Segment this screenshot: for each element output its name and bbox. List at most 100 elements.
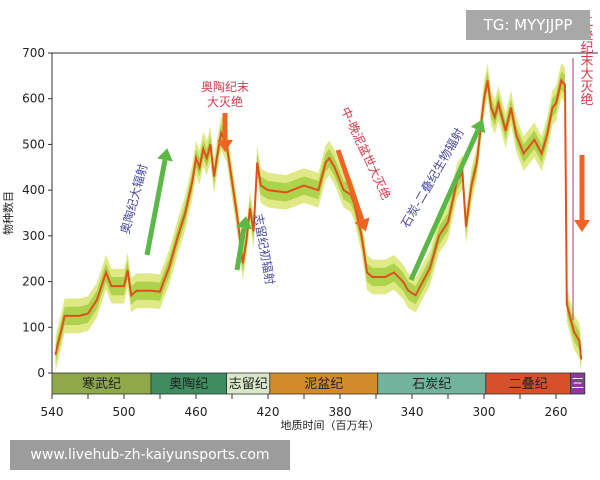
radiation-arrow-icon-head xyxy=(157,148,173,162)
data-point xyxy=(407,290,409,292)
annotation-ordovician-extinction: 奥陶纪末 xyxy=(201,79,249,94)
y-tick-label: 300 xyxy=(22,229,45,243)
period-label: 石炭纪 xyxy=(412,377,451,392)
data-point xyxy=(236,217,238,219)
data-point xyxy=(497,102,499,104)
data-point xyxy=(303,185,305,187)
data-point xyxy=(55,354,57,356)
period-label: 寒武纪 xyxy=(82,376,121,392)
data-point xyxy=(242,262,244,264)
x-tick-label: 260 xyxy=(545,405,568,419)
data-point xyxy=(195,157,197,159)
x-tick-label: 380 xyxy=(329,405,352,419)
data-point xyxy=(505,130,507,132)
data-point xyxy=(366,271,368,273)
period-三 xyxy=(570,372,586,395)
data-point xyxy=(371,276,373,278)
extinction-arrow-icon-head xyxy=(354,217,370,232)
data-point xyxy=(361,235,363,237)
data-point xyxy=(231,180,233,182)
data-point xyxy=(578,340,580,342)
x-tick-label: 540 xyxy=(41,405,64,419)
data-point xyxy=(415,294,417,296)
extinction-arrow-icon-head xyxy=(574,220,590,232)
data-point xyxy=(438,235,440,237)
y-tick-label: 700 xyxy=(22,46,45,60)
period-label: 二叠纪 xyxy=(509,377,548,392)
data-point xyxy=(465,226,467,228)
data-point xyxy=(402,281,404,283)
data-point xyxy=(220,132,222,134)
data-point xyxy=(60,331,62,333)
data-point xyxy=(56,345,58,347)
y-tick-label: 600 xyxy=(22,92,45,106)
data-point xyxy=(110,285,112,287)
data-point xyxy=(206,157,208,159)
radiation-arrow-icon-shaft xyxy=(408,128,481,282)
data-point xyxy=(560,79,562,81)
data-point xyxy=(191,180,193,182)
radiation-arrow-icon-shaft xyxy=(144,159,168,256)
data-point xyxy=(515,134,517,136)
radiation-arrow-icon-head xyxy=(470,119,486,134)
data-point xyxy=(573,331,575,333)
data-point xyxy=(483,98,485,100)
data-point xyxy=(267,189,269,191)
data-point xyxy=(487,79,489,81)
url-banner[interactable]: www.livehub-zh-kaiyunsports.com xyxy=(10,440,290,470)
data-point xyxy=(105,271,107,273)
data-point xyxy=(217,153,219,155)
data-point xyxy=(177,235,179,237)
watermark: TG: MYYJJPP xyxy=(466,10,590,40)
radiation-arrow-icon-head xyxy=(236,216,252,230)
period-label: 志留纪 xyxy=(229,377,268,392)
data-point xyxy=(256,162,258,164)
data-point xyxy=(541,153,543,155)
data-point xyxy=(490,107,492,109)
data-point xyxy=(447,221,449,223)
period-label: 奥陶纪 xyxy=(169,376,208,392)
data-point xyxy=(476,162,478,164)
data-point xyxy=(422,281,424,283)
data-point xyxy=(510,107,512,109)
data-point xyxy=(163,281,165,283)
y-tick-label: 500 xyxy=(22,137,45,151)
data-point xyxy=(168,267,170,269)
data-point xyxy=(566,303,568,305)
annotation-ordovician-radiation: 奥陶纪大辐射 xyxy=(117,162,150,235)
data-point xyxy=(123,285,125,287)
x-tick-label: 340 xyxy=(401,405,424,419)
data-point xyxy=(253,230,255,232)
y-tick-label: 100 xyxy=(22,320,45,334)
data-point xyxy=(384,276,386,278)
chart: 0 100 200 300 400 500 600 700 寒武纪 奥陶纪 志留纪 泥盆纪 石炭纪 二叠纪… xyxy=(1,15,598,432)
x-tick-label: 300 xyxy=(473,405,496,419)
data-point xyxy=(150,290,152,292)
x-tick-label: 420 xyxy=(257,405,280,419)
data-point xyxy=(245,239,247,241)
data-point xyxy=(260,185,262,187)
data-point xyxy=(64,315,66,317)
data-point xyxy=(328,157,330,159)
data-point xyxy=(546,134,548,136)
data-point xyxy=(136,290,138,292)
x-axis-label: 地质时间（百万年） xyxy=(281,418,380,432)
radiation-arrow-icon-shaft xyxy=(234,227,247,271)
data-point xyxy=(494,116,496,118)
data-point xyxy=(87,313,89,315)
data-point xyxy=(325,162,327,164)
data-point xyxy=(551,107,553,109)
data-point xyxy=(533,139,535,141)
data-point xyxy=(580,358,582,360)
data-point xyxy=(213,175,215,177)
x-tick-label: 500 xyxy=(113,405,136,419)
data-point xyxy=(96,299,98,301)
data-point xyxy=(209,143,211,145)
y-axis-label: 物种数目 xyxy=(1,191,15,235)
period-label: 泥盆纪 xyxy=(304,377,343,392)
data-point xyxy=(523,153,525,155)
y-tick-label: 400 xyxy=(22,183,45,197)
extinction-arrow-icon-shaft xyxy=(335,149,365,221)
data-point xyxy=(202,148,204,150)
data-point xyxy=(569,317,571,319)
